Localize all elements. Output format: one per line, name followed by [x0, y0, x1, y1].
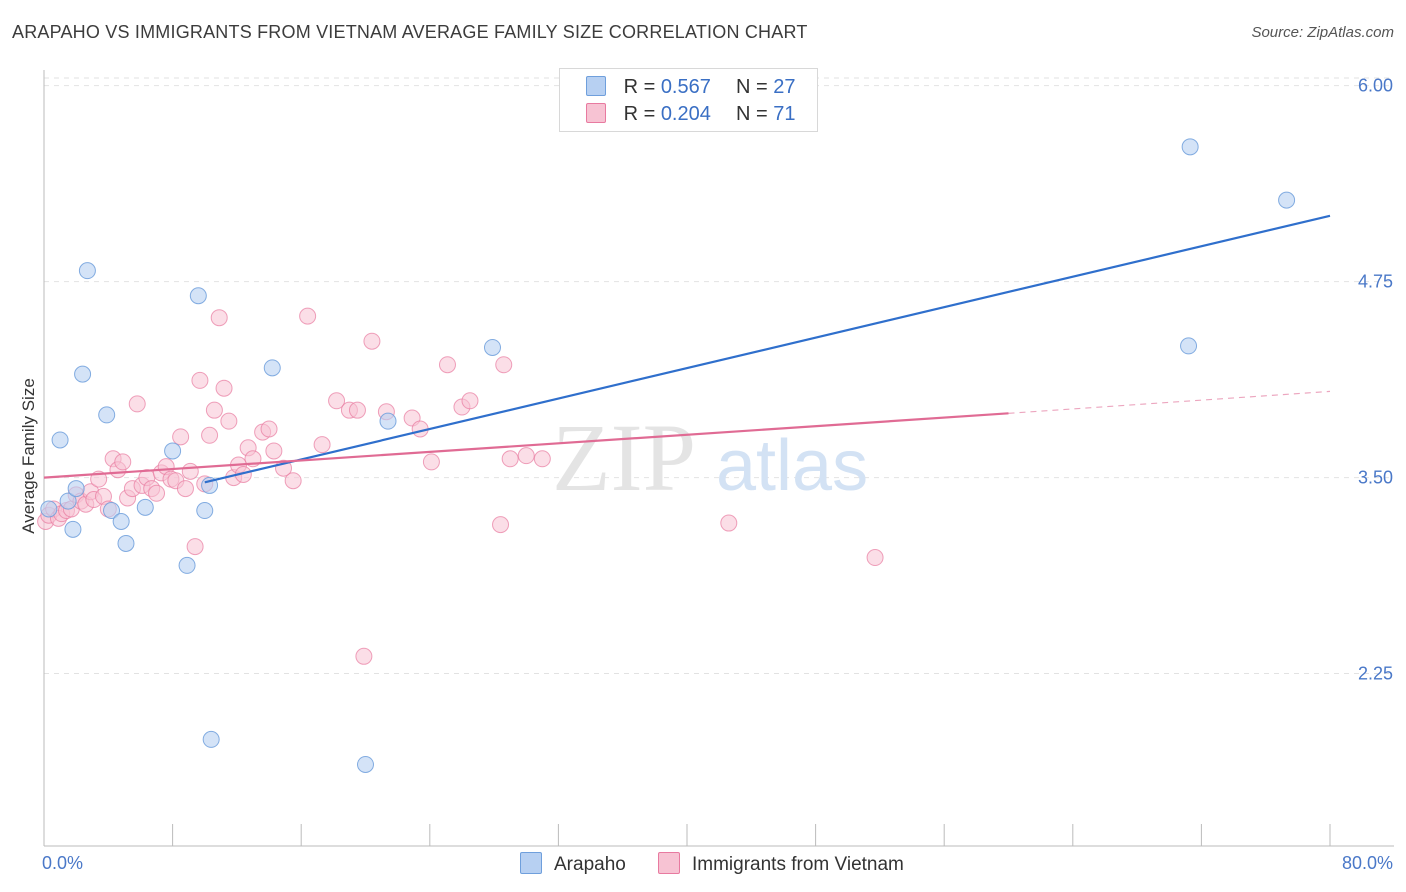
arapaho-series: [40, 138, 1296, 773]
arapaho-point: [103, 502, 121, 520]
legend-r-value: 0.567: [660, 76, 711, 98]
y-tick-label: 3.50: [1358, 468, 1393, 488]
arapaho-point: [136, 498, 154, 516]
vietnam-point: [220, 412, 238, 430]
chart-source: Source: ZipAtlas.com: [1251, 24, 1394, 41]
vietnam-point: [422, 453, 440, 471]
arapaho-point: [178, 556, 196, 574]
arapaho-point: [1180, 337, 1198, 355]
y-tick-labels: 2.25 3.50 4.75 6.00: [1358, 76, 1393, 684]
arapaho-point: [1181, 138, 1199, 156]
arapaho-point: [59, 492, 77, 510]
x-tick-label: 0.0%: [42, 853, 83, 873]
arapaho-point: [67, 480, 85, 498]
legend-r-label: R =: [623, 76, 656, 98]
vietnam-point: [191, 371, 209, 389]
x-tick-label: 80.0%: [1342, 853, 1393, 873]
vietnam-point: [461, 392, 479, 410]
bottom-legend-arapaho: Arapaho: [520, 852, 626, 876]
legend-n-label: N =: [736, 76, 768, 98]
y-axis-label: Average Family Size: [19, 378, 38, 534]
legend-row-vietnam: R = 0.204 N = 71: [586, 103, 796, 127]
legend-r-value: 0.204: [660, 103, 711, 125]
vietnam-point: [176, 480, 194, 498]
vietnam-point: [355, 647, 373, 665]
arapaho-point: [483, 338, 501, 356]
vietnam-legend-label: Immigrants from Vietnam: [692, 854, 904, 875]
arapaho-legend-swatch: [520, 852, 542, 874]
legend-n-value: 71: [773, 103, 796, 125]
vietnam-point: [328, 392, 346, 410]
vietnam-point: [114, 453, 132, 471]
vietnam-series: [37, 307, 884, 665]
watermark-zip: ZIP: [552, 404, 696, 511]
arapaho-point: [98, 406, 116, 424]
legend-r-label: R =: [623, 103, 656, 125]
grid-lines: [44, 77, 1394, 675]
vietnam-point: [866, 549, 884, 567]
legend-row-arapaho: R = 0.567 N = 27: [586, 76, 796, 100]
arapaho-point: [78, 262, 96, 280]
vietnam-point: [284, 472, 302, 490]
legend-n-value: 27: [773, 76, 796, 98]
vietnam-point: [438, 356, 456, 374]
vietnam-point: [492, 516, 510, 534]
correlation-legend: R = 0.567 N = 27 R = 0.204 N = 71: [559, 68, 818, 132]
chart-title: ARAPAHO VS IMMIGRANTS FROM VIETNAM AVERA…: [12, 22, 808, 42]
vietnam-swatch: [586, 103, 606, 123]
arapaho-point: [1278, 191, 1296, 209]
vietnam-point: [533, 450, 551, 468]
vietnam-point: [720, 514, 738, 532]
vietnam-point: [363, 332, 381, 350]
vietnam-point: [265, 442, 283, 460]
vietnam-point: [313, 436, 331, 454]
y-tick-label: 2.25: [1358, 664, 1393, 684]
vietnam-point: [299, 307, 317, 325]
vietnam-trend-line: [43, 412, 1009, 479]
arapaho-point: [51, 431, 69, 449]
arapaho-point: [196, 502, 214, 520]
arapaho-point: [189, 287, 207, 305]
vietnam-point: [181, 462, 199, 480]
arapaho-point: [164, 442, 182, 460]
axes: [43, 70, 1394, 847]
watermark: ZIP atlas: [552, 404, 868, 511]
arapaho-point: [74, 365, 92, 383]
arapaho-point: [112, 512, 130, 530]
vietnam-point: [215, 379, 233, 397]
arapaho-swatch: [586, 76, 606, 96]
vietnam-trend-extension: [1008, 390, 1331, 414]
arapaho-point: [357, 755, 374, 773]
vietnam-point: [201, 426, 219, 444]
vietnam-point: [210, 309, 228, 327]
arapaho-point: [263, 359, 281, 377]
y-tick-label: 4.75: [1358, 272, 1393, 292]
vietnam-point: [260, 420, 278, 438]
watermark-atlas: atlas: [716, 426, 868, 506]
vietnam-point: [128, 395, 146, 413]
trend-lines: [43, 214, 1331, 484]
vietnam-point: [348, 401, 366, 419]
vietnam-point: [205, 401, 223, 419]
arapaho-trend-line: [204, 214, 1331, 484]
vietnam-point: [148, 484, 166, 502]
x-tick-labels: 0.0% 80.0%: [42, 853, 1393, 873]
vietnam-point: [517, 447, 535, 465]
arapaho-point: [64, 520, 82, 538]
vietnam-legend-swatch: [658, 852, 680, 874]
arapaho-point: [202, 730, 220, 748]
vietnam-point: [186, 538, 204, 556]
legend-n-label: N =: [736, 103, 768, 125]
vietnam-point: [495, 356, 513, 374]
y-tick-label: 6.00: [1358, 76, 1393, 96]
vietnam-point: [172, 428, 190, 446]
arapaho-point: [379, 412, 397, 430]
vietnam-point: [501, 450, 519, 468]
bottom-legend-vietnam: Immigrants from Vietnam: [658, 852, 904, 876]
arapaho-point: [40, 500, 58, 518]
arapaho-legend-label: Arapaho: [554, 854, 626, 875]
arapaho-point: [117, 534, 135, 552]
